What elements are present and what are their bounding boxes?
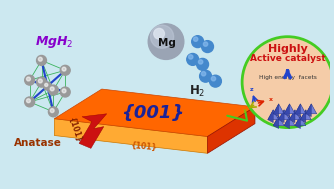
Circle shape xyxy=(25,97,35,107)
Text: {101}: {101} xyxy=(130,141,157,152)
Polygon shape xyxy=(290,110,300,120)
Circle shape xyxy=(48,85,58,95)
Text: x: x xyxy=(269,97,273,102)
Circle shape xyxy=(26,99,30,103)
Polygon shape xyxy=(290,110,295,123)
Circle shape xyxy=(211,77,216,81)
Text: {001}: {001} xyxy=(122,104,185,122)
Polygon shape xyxy=(300,110,311,120)
Text: H$_2$: H$_2$ xyxy=(189,84,206,99)
Polygon shape xyxy=(279,110,284,123)
Text: Highly: Highly xyxy=(268,43,308,53)
Circle shape xyxy=(197,58,208,70)
Circle shape xyxy=(189,55,193,59)
Circle shape xyxy=(201,72,206,76)
Text: MgH$_2$: MgH$_2$ xyxy=(35,34,73,50)
Circle shape xyxy=(148,24,184,59)
Polygon shape xyxy=(284,104,295,114)
Polygon shape xyxy=(54,89,255,136)
Polygon shape xyxy=(54,119,207,153)
Circle shape xyxy=(154,28,164,39)
Polygon shape xyxy=(295,104,300,117)
Polygon shape xyxy=(279,110,290,120)
Text: Active catalyst: Active catalyst xyxy=(250,54,325,63)
Circle shape xyxy=(193,37,198,41)
Polygon shape xyxy=(273,104,284,114)
Circle shape xyxy=(62,67,66,71)
Polygon shape xyxy=(284,104,290,117)
Circle shape xyxy=(60,87,70,97)
Polygon shape xyxy=(284,116,290,129)
Polygon shape xyxy=(306,104,311,117)
Circle shape xyxy=(38,57,42,61)
Polygon shape xyxy=(295,104,306,114)
Polygon shape xyxy=(268,110,279,120)
Polygon shape xyxy=(273,116,284,126)
Circle shape xyxy=(36,55,46,65)
Polygon shape xyxy=(284,116,295,126)
Text: Mg: Mg xyxy=(158,38,176,48)
Circle shape xyxy=(202,41,213,53)
Circle shape xyxy=(198,60,203,64)
Polygon shape xyxy=(273,104,279,117)
Polygon shape xyxy=(295,116,306,126)
Text: High energy  facets: High energy facets xyxy=(259,75,317,80)
Polygon shape xyxy=(268,110,273,123)
Polygon shape xyxy=(306,104,317,114)
Polygon shape xyxy=(79,114,107,148)
Polygon shape xyxy=(273,116,279,129)
Circle shape xyxy=(151,25,174,48)
Polygon shape xyxy=(295,116,300,129)
Circle shape xyxy=(62,89,66,93)
Polygon shape xyxy=(207,107,255,153)
Circle shape xyxy=(50,109,54,113)
Circle shape xyxy=(38,79,42,83)
Text: Anatase: Anatase xyxy=(14,138,61,148)
Circle shape xyxy=(203,42,208,46)
Circle shape xyxy=(26,77,30,81)
Circle shape xyxy=(209,75,221,87)
Circle shape xyxy=(192,36,204,48)
Text: z: z xyxy=(250,87,254,92)
Text: y: y xyxy=(243,108,247,113)
Circle shape xyxy=(60,65,70,75)
Circle shape xyxy=(242,37,333,128)
Circle shape xyxy=(48,107,58,117)
Circle shape xyxy=(45,83,48,87)
Circle shape xyxy=(187,53,199,65)
Circle shape xyxy=(50,87,54,91)
Circle shape xyxy=(36,77,46,87)
Circle shape xyxy=(43,82,51,90)
Circle shape xyxy=(25,75,35,85)
Text: {101}: {101} xyxy=(66,116,82,144)
Polygon shape xyxy=(300,110,306,123)
Circle shape xyxy=(200,70,211,82)
